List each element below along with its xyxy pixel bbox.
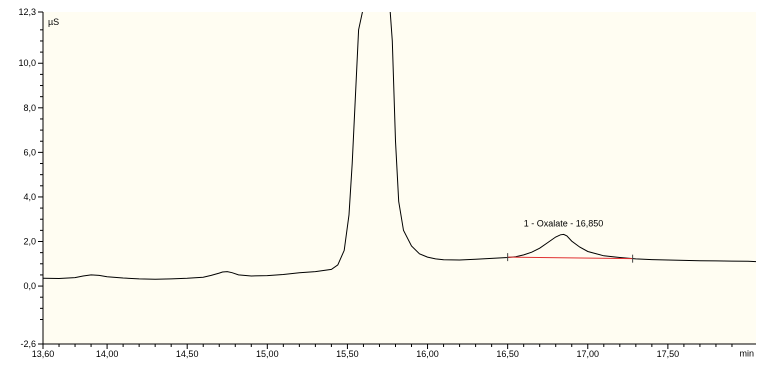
x-tick-label: 16,50 [496, 349, 519, 359]
x-tick-label: 17,50 [657, 349, 680, 359]
x-tick-label: 17,00 [576, 349, 599, 359]
y-tick-label: 2,0 [23, 237, 36, 247]
plot-area [43, 12, 756, 344]
label-layer: -2,6 0,0 2,0 4,0 6,0 8,0 10,0 12,3 13,60 14,00 14,… [18, 7, 754, 359]
chromatogram-trace [43, 12, 756, 280]
y-tick-label: 6,0 [23, 147, 36, 157]
peak-label: 1 - Oxalate - 16,850 [524, 218, 604, 228]
x-tick-label: 15,50 [336, 349, 359, 359]
y-axis-label: µS [48, 17, 59, 27]
integration-baseline [507, 256, 633, 260]
axes [38, 11, 756, 349]
trace-layer [43, 12, 756, 280]
y-tick-label: -2,6 [20, 339, 36, 349]
y-tick-label: 12,3 [18, 7, 36, 17]
x-tick-label: 14,50 [176, 349, 199, 359]
x-tick-label: 16,00 [416, 349, 439, 359]
y-tick-label: 4,0 [23, 192, 36, 202]
y-tick-label: 10,0 [18, 58, 36, 68]
x-tick-label: 15,00 [256, 349, 279, 359]
y-tick-label: 8,0 [23, 103, 36, 113]
y-tick-label: 0,0 [23, 281, 36, 291]
x-tick-label: 14,00 [96, 349, 119, 359]
x-axis-label: min [739, 349, 754, 359]
x-tick-label: 13,60 [32, 349, 55, 359]
